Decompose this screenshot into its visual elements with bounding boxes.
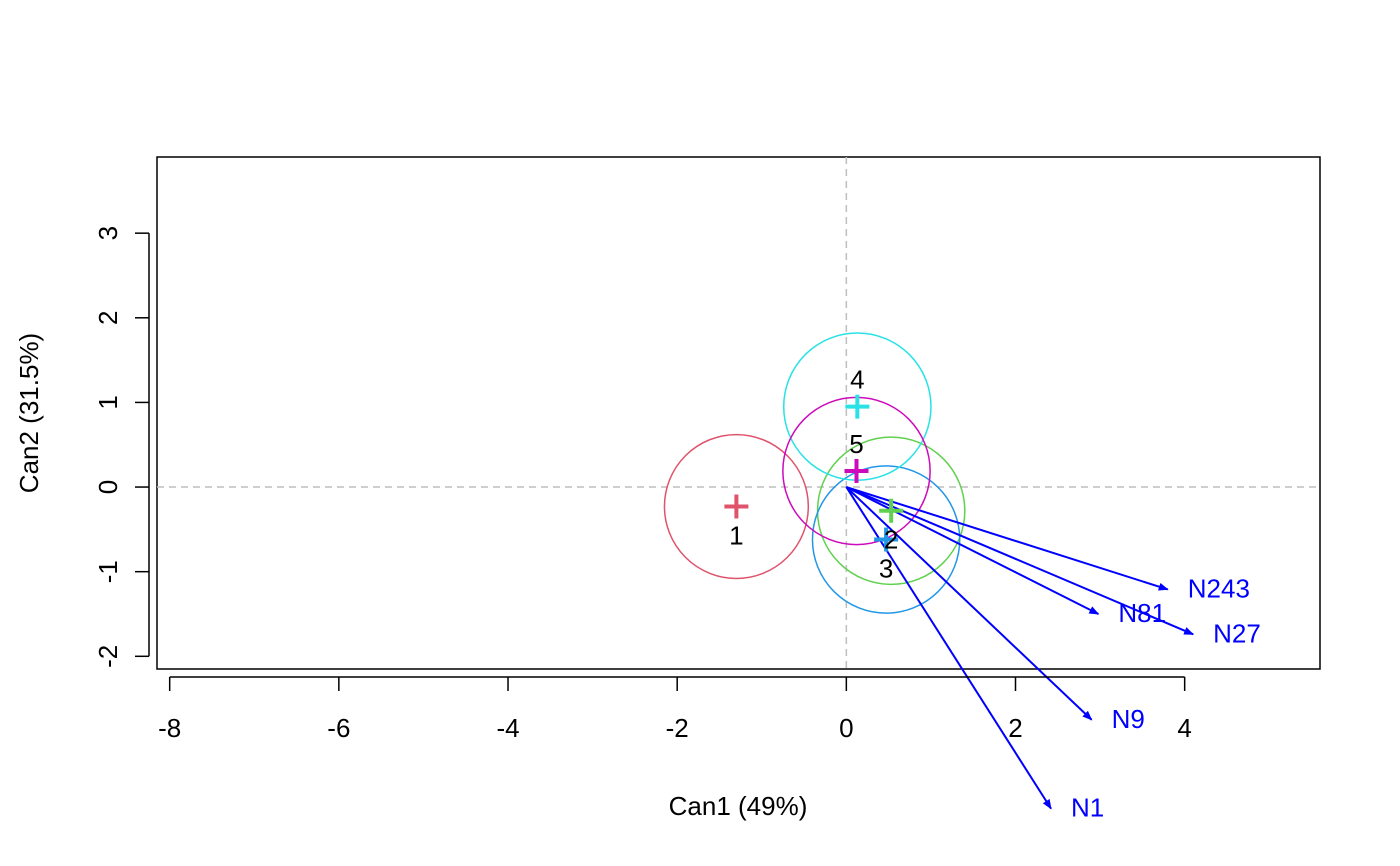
y-tick-label--1: -1 (93, 560, 123, 583)
x-tick-label--8: -8 (158, 713, 181, 743)
vector-arrow-N1 (845, 486, 1052, 810)
vector-label-N27: N27 (1213, 618, 1261, 648)
y-tick-label-1: 1 (93, 395, 123, 409)
vector-arrow-N81 (845, 486, 1100, 615)
group-circle-3 (811, 465, 961, 614)
plot-frame (156, 156, 1321, 670)
group-circles (663, 332, 966, 614)
group-circle-1 (663, 433, 810, 580)
x-tick-label--6: -6 (327, 713, 350, 743)
x-axis: -8 -6 -4 -2 0 2 4 (158, 676, 1192, 743)
x-tick-label-0: 0 (839, 713, 853, 743)
group-label-1: 1 (729, 521, 743, 551)
vector-arrow-N27 (845, 486, 1195, 636)
vector-label-N9: N9 (1112, 704, 1145, 734)
vector-arrow-N243 (846, 486, 1169, 591)
vector-label-N243: N243 (1188, 573, 1250, 603)
x-tick-label-4: 4 (1177, 713, 1191, 743)
group-label-2: 2 (884, 525, 898, 555)
y-tick-label--2: -2 (93, 645, 123, 668)
reference-lines (157, 157, 1320, 669)
y-tick-label-2: 2 (93, 311, 123, 325)
group-label-5: 5 (849, 429, 863, 459)
x-tick-label-2: 2 (1008, 713, 1022, 743)
x-axis-title: Can1 (49%) (669, 791, 808, 821)
y-axis: -2 -1 0 1 2 3 (93, 226, 150, 668)
y-tick-label-3: 3 (93, 226, 123, 240)
group-label-3: 3 (879, 554, 893, 584)
x-tick-label--2: -2 (666, 713, 689, 743)
vector-arrow-N9 (845, 486, 1093, 721)
y-axis-title: Can2 (31.5%) (14, 333, 44, 493)
vector-label-N1: N1 (1071, 793, 1104, 823)
y-tick-label-0: 0 (93, 480, 123, 494)
group-label-4: 4 (850, 365, 864, 395)
variable-vectors: N243N81N27N9N1 (845, 486, 1261, 823)
x-tick-label--4: -4 (496, 713, 519, 743)
